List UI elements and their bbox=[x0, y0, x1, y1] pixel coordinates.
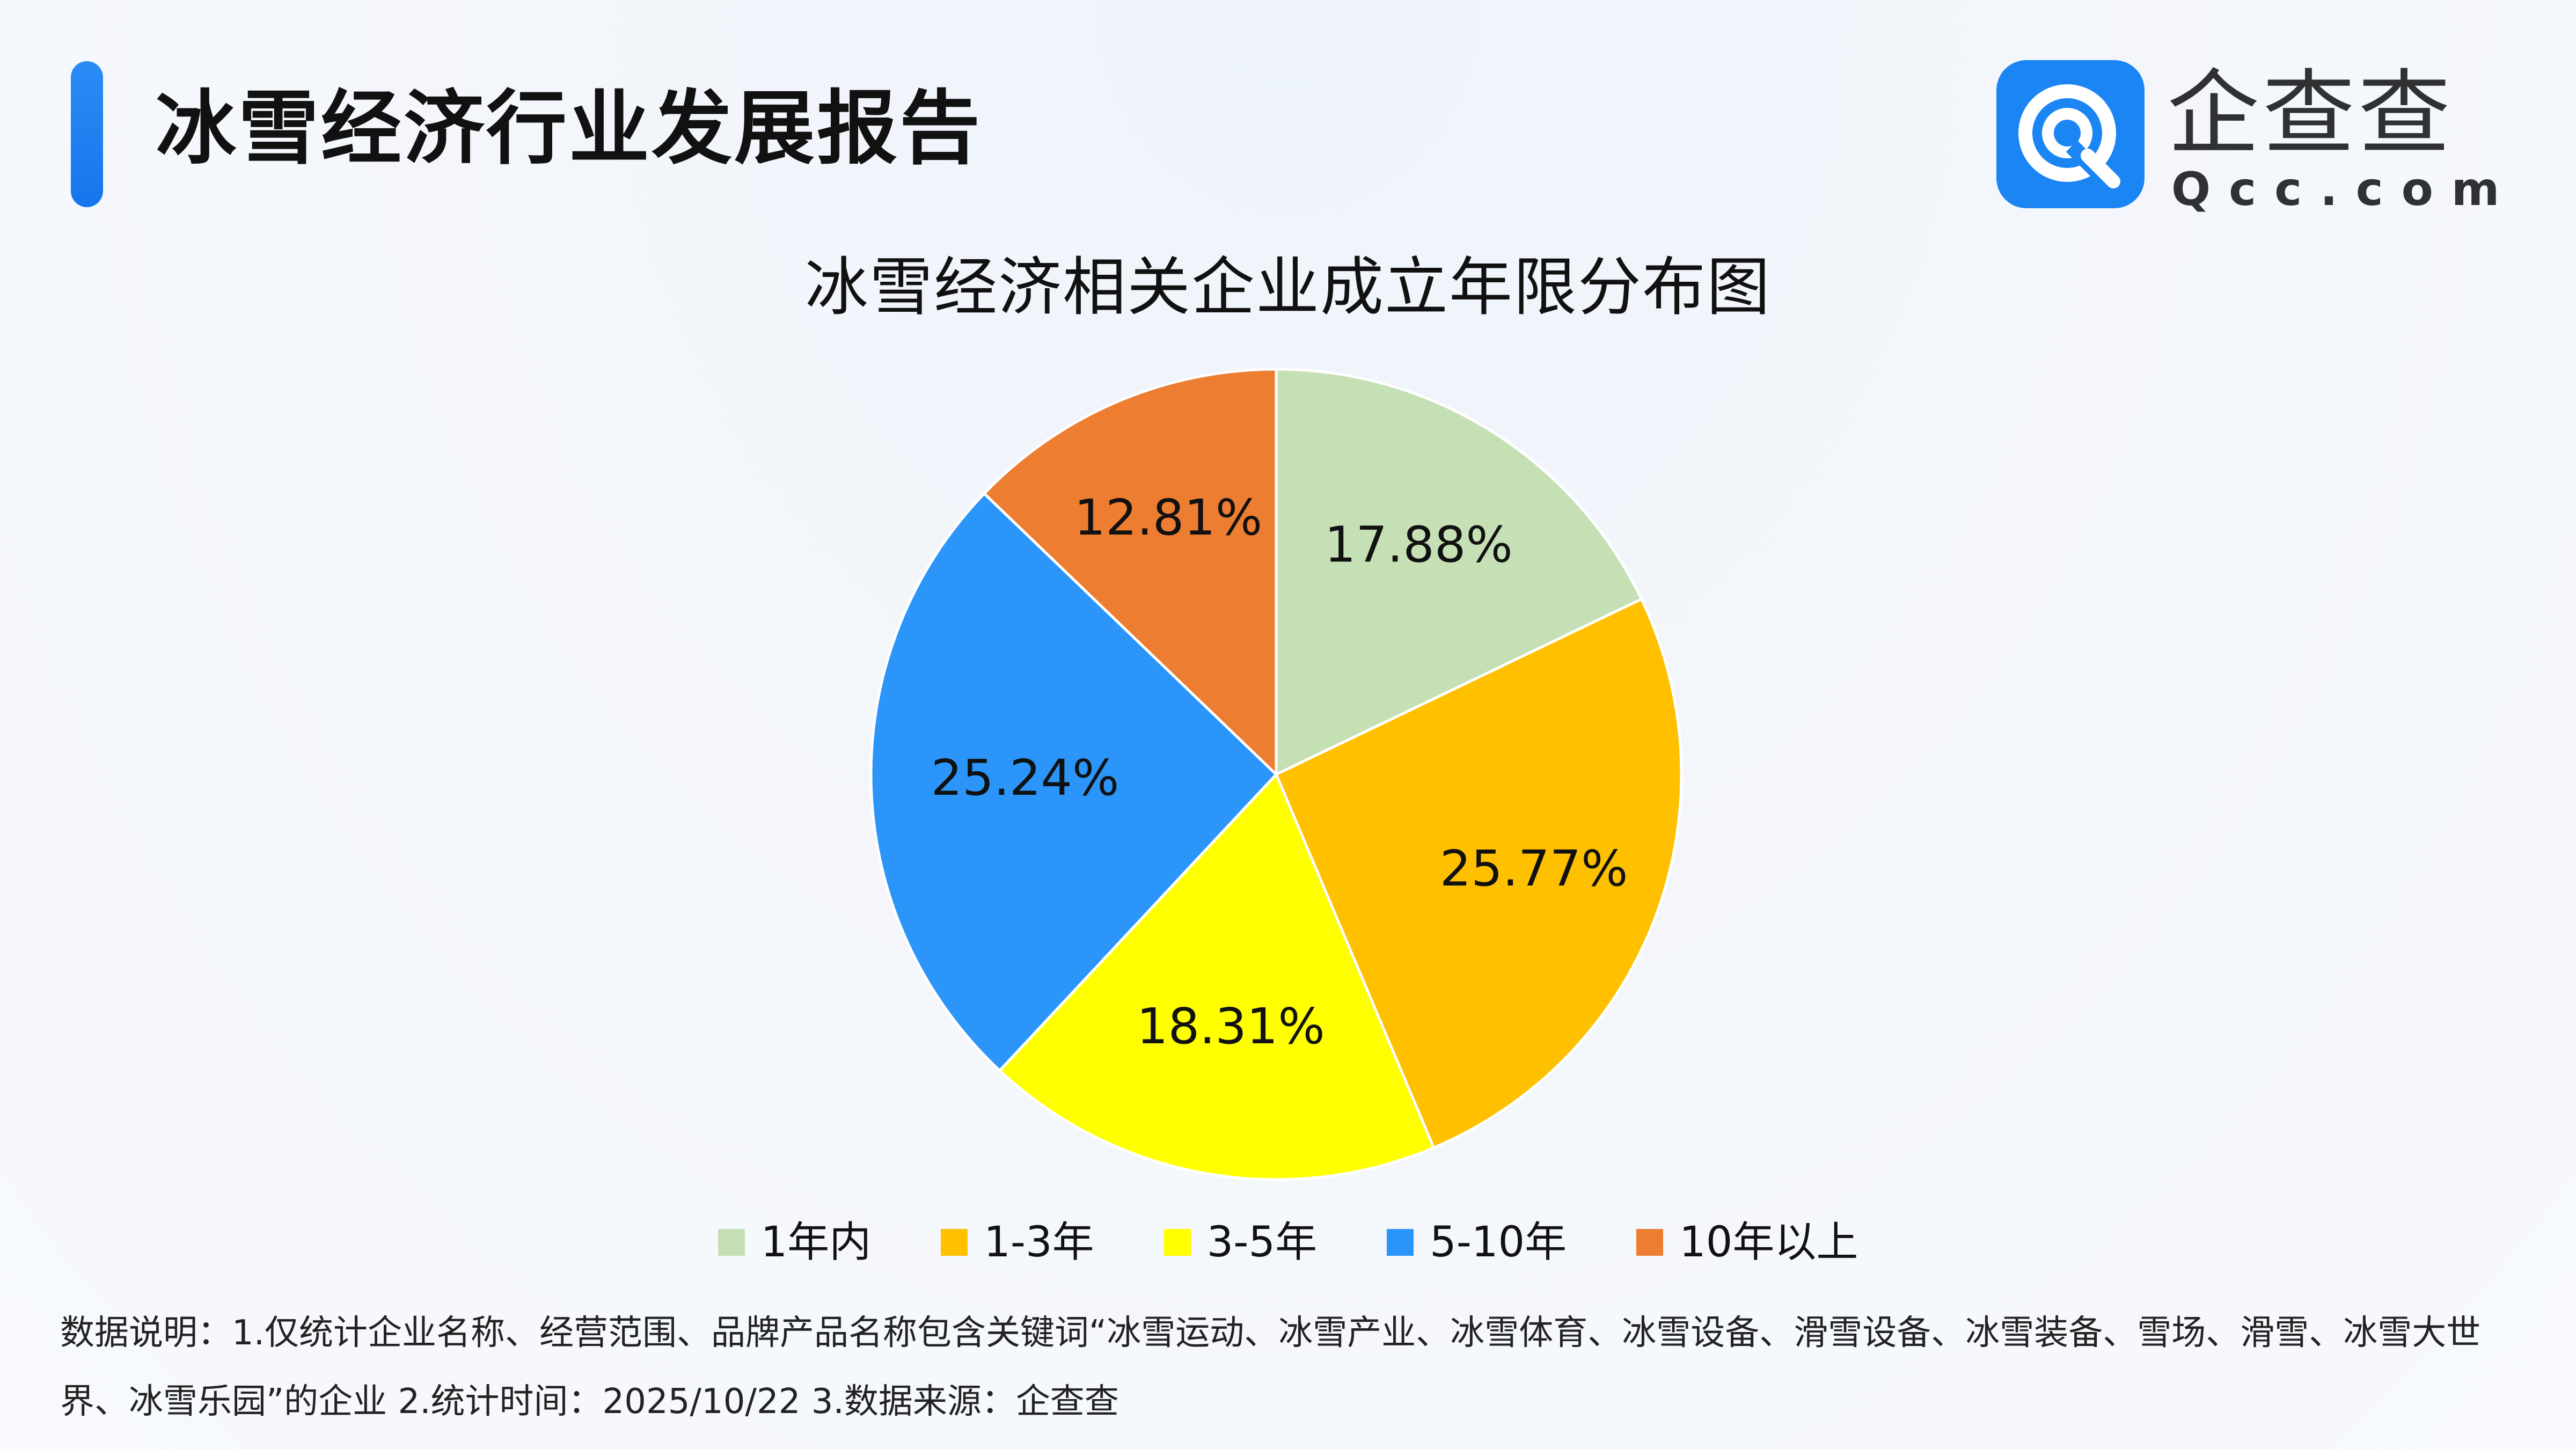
legend-swatch bbox=[941, 1229, 968, 1256]
legend-swatch bbox=[1636, 1229, 1664, 1256]
legend-item: 10年以上 bbox=[1636, 1216, 1858, 1269]
chart-legend: 1年内 1-3年 3-5年 5-10年 10年以上 bbox=[0, 1216, 2576, 1269]
qcc-logo: 企查查 Qcc.com bbox=[1996, 60, 2499, 214]
qcc-logo-icon bbox=[1996, 60, 2145, 208]
data-footnote: 数据说明：1.仅统计企业名称、经营范围、品牌产品名称包含关键词“冰雪运动、冰雪产… bbox=[60, 1313, 2481, 1422]
legend-label: 1年内 bbox=[760, 1218, 872, 1267]
logo-brand-name: 企查查 bbox=[2167, 60, 2454, 167]
pie-slice bbox=[998, 772, 1436, 1181]
legend-swatch bbox=[1163, 1229, 1191, 1256]
legend-label: 10年以上 bbox=[1679, 1218, 1858, 1267]
legend-item: 3-5年 bbox=[1163, 1216, 1318, 1269]
pie-slice bbox=[869, 492, 1278, 1073]
pie-slice bbox=[1274, 597, 1683, 1150]
pie-slice bbox=[1275, 368, 1643, 777]
legend-item: 5-10年 bbox=[1387, 1216, 1567, 1269]
legend-label: 3-5年 bbox=[1206, 1218, 1318, 1267]
title-accent-bar bbox=[71, 61, 103, 207]
legend-swatch bbox=[718, 1229, 745, 1256]
pie-data-label: 25.77% bbox=[1440, 840, 1628, 897]
legend-item: 1-3年 bbox=[941, 1216, 1094, 1269]
logo-url: Qcc.com bbox=[2171, 163, 2518, 216]
pie-data-label: 18.31% bbox=[1137, 998, 1325, 1055]
pie-data-label: 12.81% bbox=[1074, 489, 1263, 546]
report-title: 冰雪经济行业发展报告 bbox=[156, 82, 983, 175]
legend-item: 1年内 bbox=[718, 1216, 872, 1269]
chart-title: 冰雪经济相关企业成立年限分布图 bbox=[804, 250, 1771, 324]
legend-swatch bbox=[1387, 1229, 1414, 1256]
legend-label: 1-3年 bbox=[984, 1218, 1094, 1267]
pie-data-label: 25.24% bbox=[931, 749, 1119, 807]
legend-label: 5-10年 bbox=[1430, 1218, 1567, 1267]
pie-slice bbox=[982, 368, 1278, 778]
pie-data-label: 17.88% bbox=[1324, 516, 1513, 574]
